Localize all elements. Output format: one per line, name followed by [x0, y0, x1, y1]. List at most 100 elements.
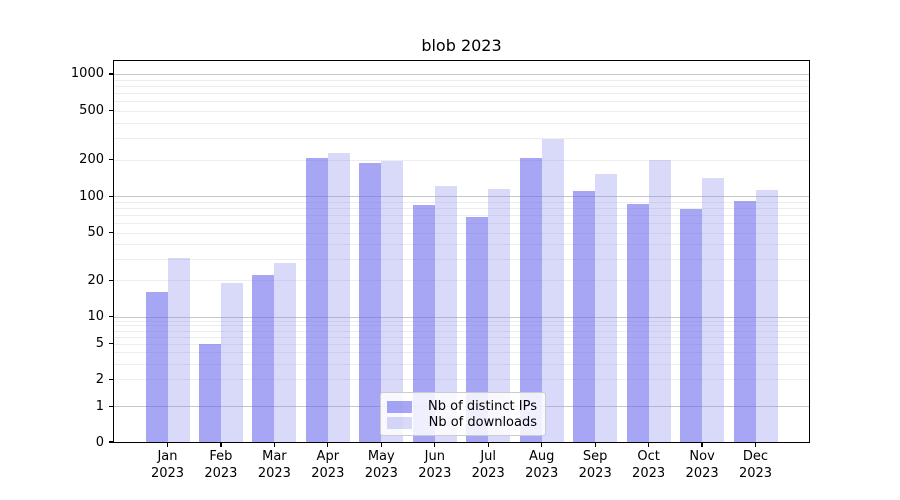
minor-gridline [114, 79, 809, 81]
bar-nb-of-distinct-ips-jan [145, 292, 168, 442]
x-tick-label: Jun 2023 [407, 448, 463, 482]
minor-gridline [114, 137, 809, 139]
legend-item: Nb of distinct IPs [387, 399, 537, 414]
legend-item-label: Nb of distinct IPs [428, 399, 537, 414]
bar-nb-of-distinct-ips-dec [733, 201, 756, 442]
x-tick-mark [434, 443, 436, 447]
x-tick-year: 2023 [150, 466, 185, 481]
bar-nb-of-downloads-sep [595, 174, 618, 442]
x-tick-month: Jul [480, 449, 497, 464]
bar-nb-of-downloads-jun [434, 186, 457, 442]
x-tick-mark [541, 443, 543, 447]
x-tick-year: 2023 [204, 466, 238, 481]
bar-nb-of-distinct-ips-jun [412, 205, 435, 442]
x-tick-month: Sep [582, 449, 608, 464]
minor-gridline [114, 280, 809, 282]
x-tick-year: 2023 [418, 466, 452, 481]
bar-nb-of-distinct-ips-may [359, 163, 382, 442]
x-tick-month: Oct [637, 449, 660, 464]
plot-area [113, 60, 810, 443]
x-tick-mark [380, 443, 382, 447]
x-tick-mark [327, 443, 329, 447]
y-tick-label: 5 [95, 336, 104, 352]
y-tick-label: 100 [79, 188, 104, 204]
bar-nb-of-distinct-ips-sep [573, 191, 596, 442]
x-tick-month: Jun [424, 449, 445, 464]
x-tick-year: 2023 [578, 466, 612, 481]
x-tick-month: Apr [316, 449, 340, 464]
minor-gridline [114, 363, 809, 365]
major-gridline [114, 73, 809, 75]
x-tick-label: Nov 2023 [674, 448, 730, 482]
bar-nb-of-downloads-aug [541, 138, 564, 442]
bar-nb-of-downloads-apr [327, 153, 350, 442]
x-tick-mark [220, 443, 222, 447]
y-tick-mark [109, 195, 113, 197]
bar-nb-of-downloads-may [381, 161, 404, 442]
major-gridline [114, 316, 809, 318]
bar-nb-of-distinct-ips-aug [519, 158, 542, 442]
bar-nb-of-distinct-ips-nov [680, 209, 703, 442]
legend-color-swatch [387, 416, 412, 429]
x-tick-label: Feb 2023 [193, 448, 249, 482]
minor-gridline [114, 244, 809, 246]
x-tick-month: Nov [689, 449, 715, 464]
bar-nb-of-downloads-mar [274, 262, 297, 442]
y-tick-mark [109, 405, 113, 407]
bar-nb-of-distinct-ips-apr [305, 158, 328, 442]
y-tick-mark [109, 110, 113, 112]
x-tick-mark [754, 443, 757, 447]
x-tick-label: Mar 2023 [246, 448, 302, 482]
y-tick-mark [109, 279, 113, 282]
x-tick-label: Apr 2023 [300, 448, 356, 482]
bar-nb-of-downloads-jul [488, 189, 511, 442]
y-tick-label: 1 [95, 398, 104, 414]
minor-gridline [114, 352, 809, 354]
x-tick-year: 2023 [685, 466, 719, 481]
y-tick-label: 20 [87, 272, 104, 288]
legend-color-swatch [387, 400, 412, 413]
minor-gridline [114, 110, 809, 112]
bar-nb-of-downloads-dec [755, 190, 778, 442]
legend: Nb of distinct IPs Nb of downloads [380, 392, 546, 436]
bar-nb-of-distinct-ips-oct [626, 204, 649, 442]
minor-gridline [114, 379, 809, 381]
minor-gridline [114, 320, 809, 322]
x-tick-mark [166, 443, 169, 447]
x-tick-label: Aug 2023 [514, 448, 570, 482]
x-tick-year: 2023 [632, 466, 666, 481]
y-tick-label: 500 [79, 103, 104, 119]
x-tick-mark [273, 443, 276, 447]
minor-gridline [114, 330, 809, 332]
x-tick-year: 2023 [364, 466, 398, 481]
minor-gridline [114, 223, 809, 224]
minor-gridline [114, 159, 809, 161]
minor-gridline [114, 85, 809, 87]
x-tick-label: Jan 2023 [140, 448, 196, 482]
x-tick-month: May [367, 449, 395, 464]
x-tick-month: Feb [209, 449, 233, 464]
bar-nb-of-distinct-ips-feb [198, 343, 221, 442]
y-tick-mark [109, 316, 113, 318]
y-tick-mark [109, 73, 113, 75]
bar-nb-of-distinct-ips-jul [466, 216, 489, 442]
x-tick-label: Sep 2023 [567, 448, 623, 482]
y-tick-label: 2 [95, 371, 104, 387]
x-tick-month: Aug [528, 449, 555, 464]
chart-title: blob 2023 [421, 36, 502, 55]
bar-nb-of-distinct-ips-mar [252, 275, 275, 442]
major-gridline [114, 196, 809, 198]
minor-gridline [114, 336, 809, 338]
x-tick-label: Dec 2023 [728, 448, 784, 482]
y-tick-mark [109, 158, 113, 161]
y-tick-label: 50 [87, 225, 104, 240]
x-tick-month: Mar [262, 449, 287, 464]
x-tick-month: Jan [157, 449, 178, 464]
x-tick-label: Oct 2023 [621, 448, 677, 482]
x-tick-year: 2023 [738, 466, 773, 481]
bar-nb-of-downloads-feb [220, 283, 243, 442]
legend-item: Nb of downloads [387, 415, 537, 430]
legend-item-label: Nb of downloads [428, 415, 537, 430]
minor-gridline [114, 214, 809, 216]
